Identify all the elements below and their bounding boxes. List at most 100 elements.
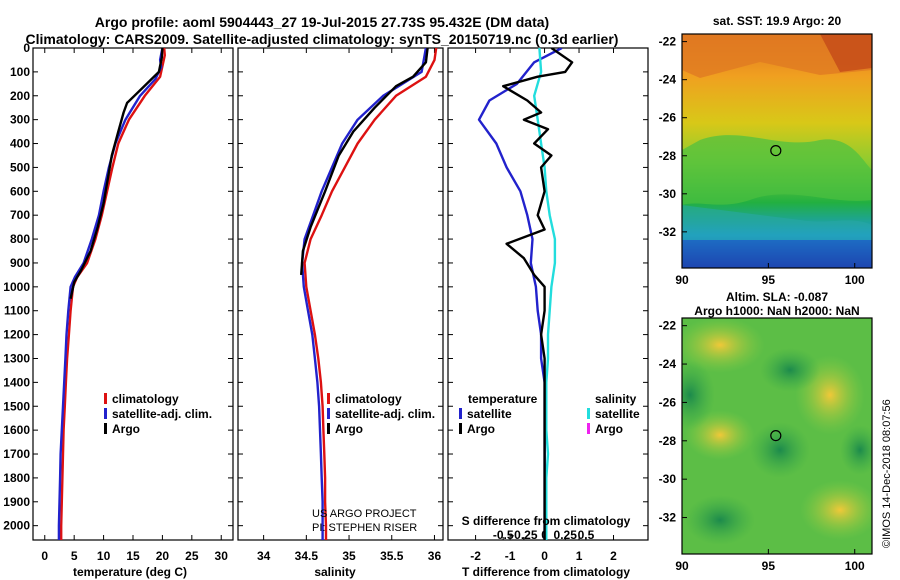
map-lat-label: -28 xyxy=(659,434,677,448)
sla-map-frame xyxy=(681,317,873,555)
x-tick-label: 36 xyxy=(428,549,442,563)
depth-tick-label: 1400 xyxy=(3,375,30,389)
sst-map-axes: 90 95 100 -22 -24 -26 -28 -30 -32 xyxy=(659,35,865,287)
argo-location-marker xyxy=(770,145,782,157)
temperature-ticks: 0 5 10 15 20 25 30 xyxy=(33,47,233,563)
x-tick-label: -1 xyxy=(505,549,516,563)
legend-label-climatology: climatology xyxy=(335,392,402,406)
map-lat-label: -30 xyxy=(659,187,677,201)
map-lon-label: 90 xyxy=(675,273,689,287)
legend-swatch-satellite xyxy=(327,408,330,419)
difference-frame xyxy=(447,47,649,541)
map-lat-label: -32 xyxy=(659,511,677,525)
salinity-frame xyxy=(237,47,444,541)
map-lat-label: -24 xyxy=(659,357,677,371)
x-tick-label: 35 xyxy=(342,549,356,563)
credit-pi: PI: STEPHEN RISER xyxy=(312,522,417,534)
temperature-xlabel: temperature (deg C) xyxy=(73,565,187,579)
salinity-panel: 34 34.5 35 35.5 36 salinity climatology sate… xyxy=(237,47,444,579)
depth-axis: 0 100 200 300 400 500 600 700 800 900 1000 1100 1200… xyxy=(3,41,30,533)
sla-map-subtitle: Argo h1000: NaN h2000: NaN xyxy=(694,304,859,318)
depth-tick-label: 2000 xyxy=(3,519,30,533)
difference-series xyxy=(477,48,574,540)
difference-panel: -2 -1 0 1 2-0.5-0.25 0 0.25 0.5 T difference fr… xyxy=(447,47,649,579)
sla-field xyxy=(682,318,872,554)
depth-tick-label: 1300 xyxy=(3,351,30,365)
sla-map-title: Altim. SLA: -0.087 xyxy=(726,290,828,304)
x-tick-label: 35.5 xyxy=(380,549,404,563)
legend-label-t-satellite: satellite xyxy=(467,407,512,421)
depth-tick-label: 600 xyxy=(10,184,30,198)
x-tick-label: 34 xyxy=(257,549,271,563)
map-lat-label: -28 xyxy=(659,149,677,163)
map-lat-label: -26 xyxy=(659,395,677,409)
depth-tick-label: 700 xyxy=(10,208,30,222)
map-lat-label: -24 xyxy=(659,73,677,87)
x-tick-label: 0 xyxy=(541,549,548,563)
x-tick-label: 25 xyxy=(185,549,199,563)
x-tick-label: 10 xyxy=(97,549,111,563)
credit-project: US ARGO PROJECT xyxy=(312,508,417,520)
map-lon-label: 95 xyxy=(762,559,776,573)
depth-tick-label: 500 xyxy=(10,160,30,174)
x-tick-label: 5 xyxy=(71,549,78,563)
depth-tick-label: 1900 xyxy=(3,495,30,509)
imos-stamp: ©IMOS 14-Dec-2018 08:07:56 xyxy=(881,399,893,548)
legend-label-s-argo: Argo xyxy=(595,422,623,436)
s-tick-label: 0.5 xyxy=(578,528,595,542)
s-difference-xlabel: S difference from climatology xyxy=(462,514,631,528)
legend-swatch-s-argo xyxy=(587,423,590,434)
depth-tick-label: 1600 xyxy=(3,423,30,437)
depth-tick-label: 1700 xyxy=(3,447,30,461)
legend-swatch-argo xyxy=(104,423,107,434)
legend-title-salinity: salinity xyxy=(595,392,637,406)
salinity-ticks: 34 34.5 35 35.5 36 xyxy=(238,47,443,563)
map-lat-label: -30 xyxy=(659,472,677,486)
difference-legend: temperature satellite Argo salinity sate… xyxy=(459,392,640,436)
depth-tick-label: 100 xyxy=(10,65,30,79)
s-tick-label: 0.25 xyxy=(554,528,578,542)
legend-label-argo: Argo xyxy=(335,422,363,436)
salinity-legend: climatology satellite-adj. clim. Argo xyxy=(327,392,435,436)
salinity-xlabel: salinity xyxy=(314,565,356,579)
legend-label-satellite: satellite-adj. clim. xyxy=(335,407,435,421)
series-line-argo xyxy=(69,48,164,300)
legend-swatch-t-satellite xyxy=(459,408,462,419)
series-line-satellite-adj-clim- xyxy=(300,48,428,540)
temperature-panel: 0 5 10 15 20 25 30 temperature (deg C) climato… xyxy=(32,47,234,579)
x-tick-label: 30 xyxy=(215,549,229,563)
depth-tick-label: 300 xyxy=(10,113,30,127)
s-tick-label: -0.25 xyxy=(510,528,538,542)
legend-swatch-climatology xyxy=(327,393,330,404)
map-lat-label: -32 xyxy=(659,225,677,239)
sst-map-frame xyxy=(681,33,873,269)
x-tick-label: 2 xyxy=(610,549,617,563)
argo-location-marker xyxy=(770,430,782,442)
x-tick-label: 1 xyxy=(576,549,583,563)
x-tick-label: 15 xyxy=(126,549,140,563)
legend-label-argo: Argo xyxy=(112,422,140,436)
depth-tick-label: 1200 xyxy=(3,328,30,342)
map-lon-label: 100 xyxy=(845,559,865,573)
depth-tick-label: 0 xyxy=(23,41,30,55)
map-lon-label: 90 xyxy=(675,559,689,573)
map-lat-label: -26 xyxy=(659,111,677,125)
x-tick-label: 20 xyxy=(156,549,170,563)
sla-map-axes: 90 95 100 -22 -24 -26 -28 -30 -32 xyxy=(659,319,865,573)
series-line-s-satellite xyxy=(533,48,557,540)
depth-tick-label: 400 xyxy=(10,137,30,151)
sst-map: sat. SST: 19.9 Argo: 20 90 95 100 -22 -24 -26… xyxy=(659,14,873,287)
sla-map: Altim. SLA: -0.087 Argo h1000: NaN h2000… xyxy=(659,290,873,573)
legend-swatch-satellite xyxy=(104,408,107,419)
header-line2: Climatology: CARS2009. Satellite-adjuste… xyxy=(26,31,619,47)
depth-tick-label: 1500 xyxy=(3,399,30,413)
depth-tick-label: 800 xyxy=(10,232,30,246)
temperature-legend: climatology satellite-adj. clim. Argo xyxy=(104,392,212,436)
legend-title-temperature: temperature xyxy=(468,392,538,406)
legend-swatch-s-satellite xyxy=(587,408,590,419)
depth-tick-label: 1800 xyxy=(3,471,30,485)
t-difference-xlabel: T difference from climatology xyxy=(462,565,630,579)
legend-swatch-t-argo xyxy=(459,423,462,434)
series-line-climatology xyxy=(60,48,167,540)
